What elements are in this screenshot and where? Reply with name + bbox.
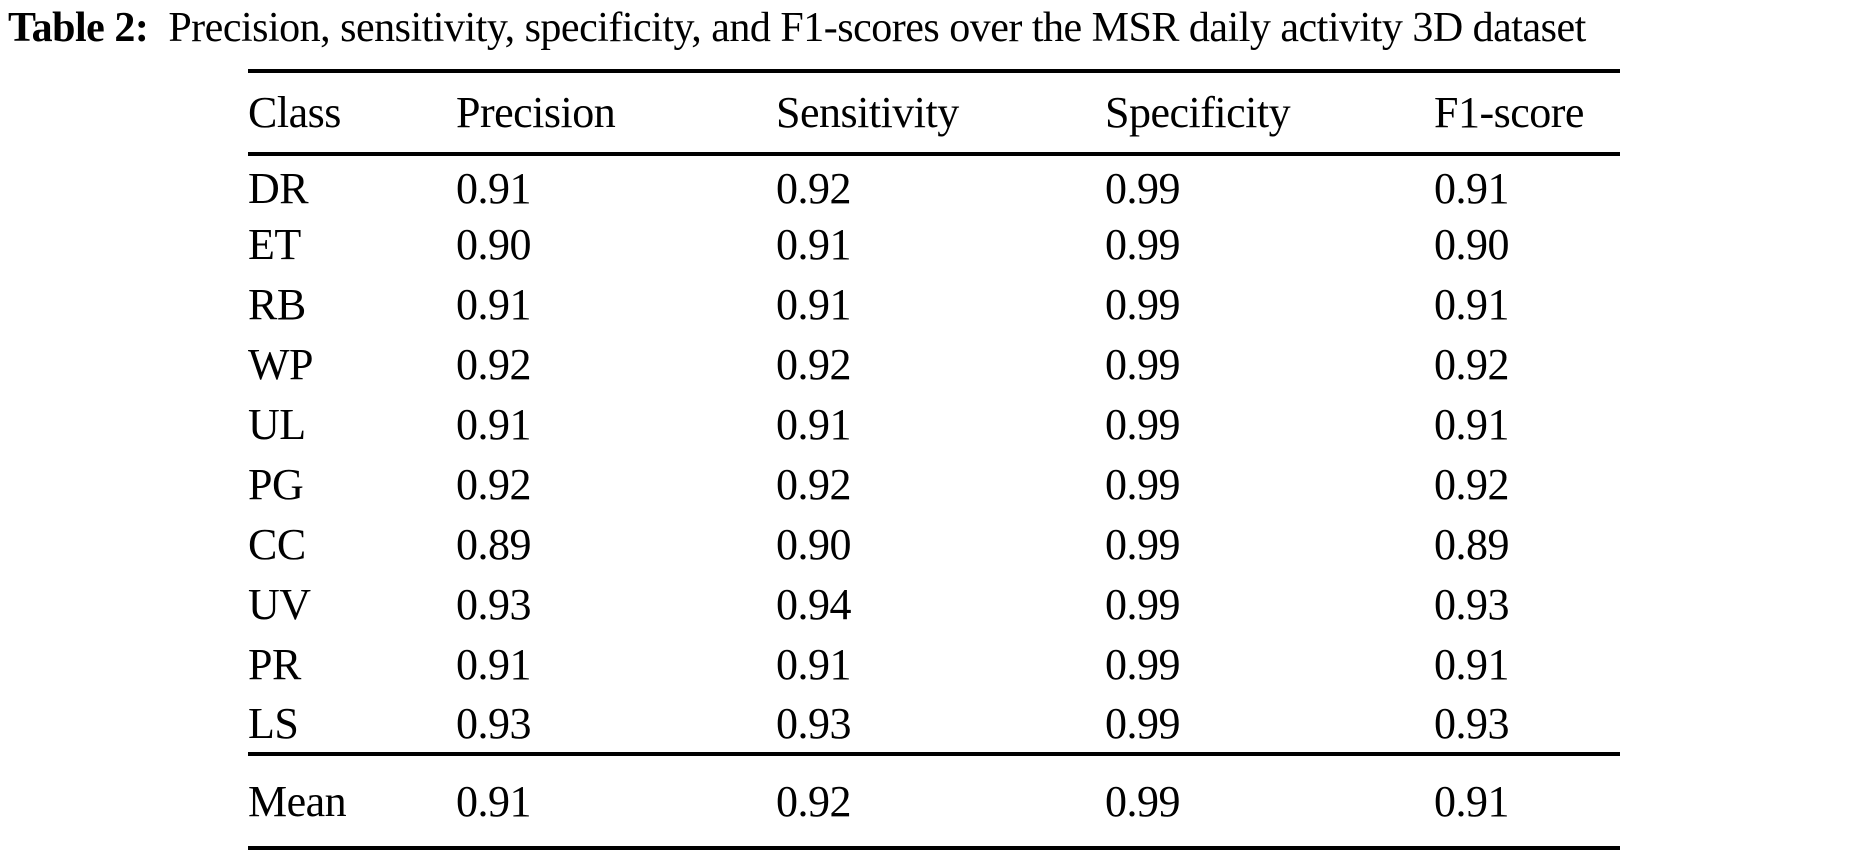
table-row: UL 0.91 0.91 0.99 0.91	[248, 394, 1620, 454]
class-cell: UV	[248, 579, 311, 629]
sensitivity-cell: 0.92	[776, 459, 852, 509]
mean-row: Mean 0.91 0.92 0.99 0.91	[248, 754, 1620, 848]
precision-cell: 0.89	[456, 519, 532, 569]
specificity-cell: 0.99	[1105, 698, 1181, 748]
class-cell: WP	[248, 339, 314, 389]
table-row: LS 0.93 0.93 0.99 0.93	[248, 694, 1620, 754]
specificity-cell: 0.99	[1105, 776, 1181, 826]
precision-cell: 0.91	[456, 639, 532, 689]
table-row: CC 0.89 0.90 0.99 0.89	[248, 514, 1620, 574]
specificity-cell: 0.99	[1105, 459, 1181, 509]
table-caption-label: Table 2:	[8, 5, 149, 51]
header-row: Class Precision Sensitivity Specificity …	[248, 71, 1620, 154]
specificity-cell: 0.99	[1105, 163, 1181, 213]
table-row: ET 0.90 0.91 0.99 0.90	[248, 214, 1620, 274]
precision-cell: 0.91	[456, 163, 532, 213]
f1-cell: 0.91	[1434, 399, 1510, 449]
class-cell: Mean	[248, 776, 347, 826]
results-table-container: Class Precision Sensitivity Specificity …	[248, 69, 1620, 850]
class-cell: RB	[248, 279, 306, 329]
table-row: UV 0.93 0.94 0.99 0.93	[248, 574, 1620, 634]
results-table: Class Precision Sensitivity Specificity …	[248, 69, 1620, 850]
class-cell: CC	[248, 519, 306, 569]
precision-cell: 0.91	[456, 399, 532, 449]
specificity-cell: 0.99	[1105, 579, 1181, 629]
table-row: DR 0.91 0.92 0.99 0.91	[248, 154, 1620, 214]
f1-cell: 0.91	[1434, 279, 1510, 329]
sensitivity-cell: 0.93	[776, 698, 852, 748]
precision-cell: 0.90	[456, 219, 532, 269]
sensitivity-cell: 0.91	[776, 279, 852, 329]
sensitivity-cell: 0.92	[776, 339, 852, 389]
sensitivity-cell: 0.91	[776, 399, 852, 449]
f1-cell: 0.91	[1434, 776, 1510, 826]
specificity-cell: 0.99	[1105, 399, 1181, 449]
class-cell: PR	[248, 639, 301, 689]
precision-cell: 0.91	[456, 776, 532, 826]
specificity-cell: 0.99	[1105, 279, 1181, 329]
sensitivity-cell: 0.92	[776, 776, 852, 826]
precision-cell: 0.93	[456, 579, 532, 629]
f1-cell: 0.93	[1434, 579, 1510, 629]
sensitivity-cell: 0.91	[776, 639, 852, 689]
header-specificity: Specificity	[1105, 88, 1291, 137]
precision-cell: 0.92	[456, 339, 532, 389]
class-cell: UL	[248, 399, 306, 449]
specificity-cell: 0.99	[1105, 219, 1181, 269]
sensitivity-cell: 0.94	[776, 579, 852, 629]
class-cell: PG	[248, 459, 304, 509]
f1-cell: 0.93	[1434, 698, 1510, 748]
table-row: PR 0.91 0.91 0.99 0.91	[248, 634, 1620, 694]
f1-cell: 0.92	[1434, 339, 1510, 389]
sensitivity-cell: 0.91	[776, 219, 852, 269]
class-cell: DR	[248, 163, 309, 213]
header-sensitivity: Sensitivity	[776, 88, 959, 137]
specificity-cell: 0.99	[1105, 639, 1181, 689]
table-row: WP 0.92 0.92 0.99 0.92	[248, 334, 1620, 394]
precision-cell: 0.91	[456, 279, 532, 329]
class-cell: ET	[248, 219, 301, 269]
class-cell: LS	[248, 698, 299, 748]
f1-cell: 0.91	[1434, 163, 1510, 213]
table-row: RB 0.91 0.91 0.99 0.91	[248, 274, 1620, 334]
sensitivity-cell: 0.92	[776, 163, 852, 213]
specificity-cell: 0.99	[1105, 339, 1181, 389]
f1-cell: 0.91	[1434, 639, 1510, 689]
sensitivity-cell: 0.90	[776, 519, 852, 569]
precision-cell: 0.92	[456, 459, 532, 509]
f1-cell: 0.90	[1434, 219, 1510, 269]
f1-cell: 0.92	[1434, 459, 1510, 509]
table-caption-text: Precision, sensitivity, specificity, and…	[168, 5, 1586, 51]
header-precision: Precision	[456, 88, 616, 137]
table-row: PG 0.92 0.92 0.99 0.92	[248, 454, 1620, 514]
specificity-cell: 0.99	[1105, 519, 1181, 569]
table-caption: Table 2: Precision, sensitivity, specific…	[8, 2, 1854, 54]
f1-cell: 0.89	[1434, 519, 1510, 569]
header-class: Class	[248, 88, 341, 137]
precision-cell: 0.93	[456, 698, 532, 748]
header-f1-score: F1-score	[1434, 88, 1584, 137]
